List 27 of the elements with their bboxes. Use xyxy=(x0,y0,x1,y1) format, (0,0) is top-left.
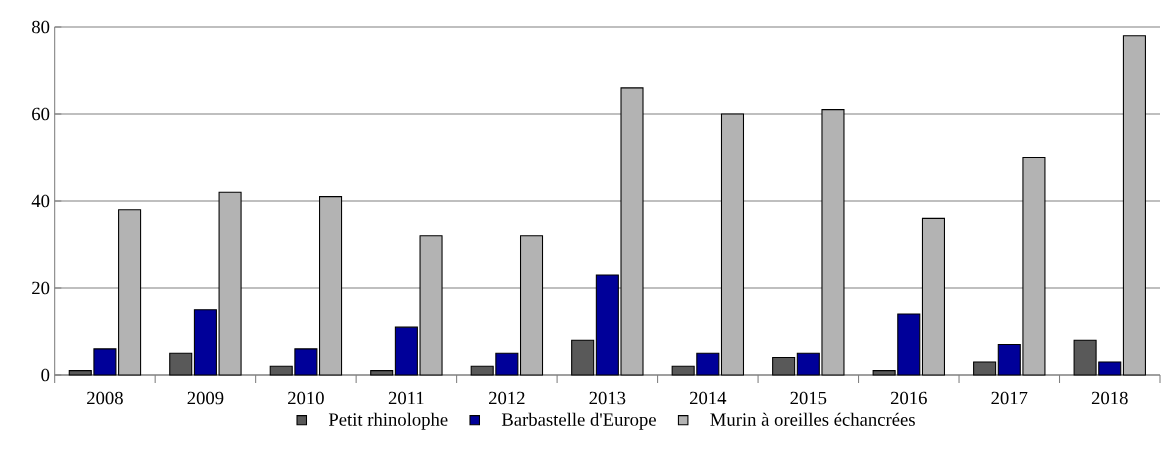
legend-label: Murin à oreilles échancrées xyxy=(710,412,915,426)
y-tick-label: 60 xyxy=(32,107,50,121)
x-tick-label: 2015 xyxy=(790,391,827,405)
y-tick-label: 40 xyxy=(31,194,50,208)
x-tick-label: 2010 xyxy=(288,391,324,405)
x-tick-label: 2017 xyxy=(991,391,1028,405)
y-tick-label: 0 xyxy=(41,368,50,382)
y-tick-label: 80 xyxy=(32,20,50,34)
x-tick-label: 2018 xyxy=(1091,391,1128,405)
x-tick-label: 2013 xyxy=(589,391,626,405)
x-tick-label: 2016 xyxy=(890,391,927,405)
bar xyxy=(973,361,997,376)
x-tick-label: 2011 xyxy=(388,391,424,405)
bar xyxy=(772,357,796,376)
x-tick-label: 2008 xyxy=(87,391,123,405)
legend-label: Petit rhinolophe xyxy=(328,412,448,430)
bar xyxy=(921,217,945,376)
y-tick-label: 20 xyxy=(32,281,50,295)
x-tick-label: 2014 xyxy=(689,391,727,405)
legend-label: Barbastelle d'Europe xyxy=(501,412,656,430)
x-tick-label: 2012 xyxy=(489,391,525,405)
bar xyxy=(720,113,745,376)
x-tick-label: 2009 xyxy=(187,391,224,405)
bar xyxy=(169,352,193,376)
bar xyxy=(370,370,394,376)
bar xyxy=(571,339,595,376)
bar xyxy=(1122,35,1146,376)
